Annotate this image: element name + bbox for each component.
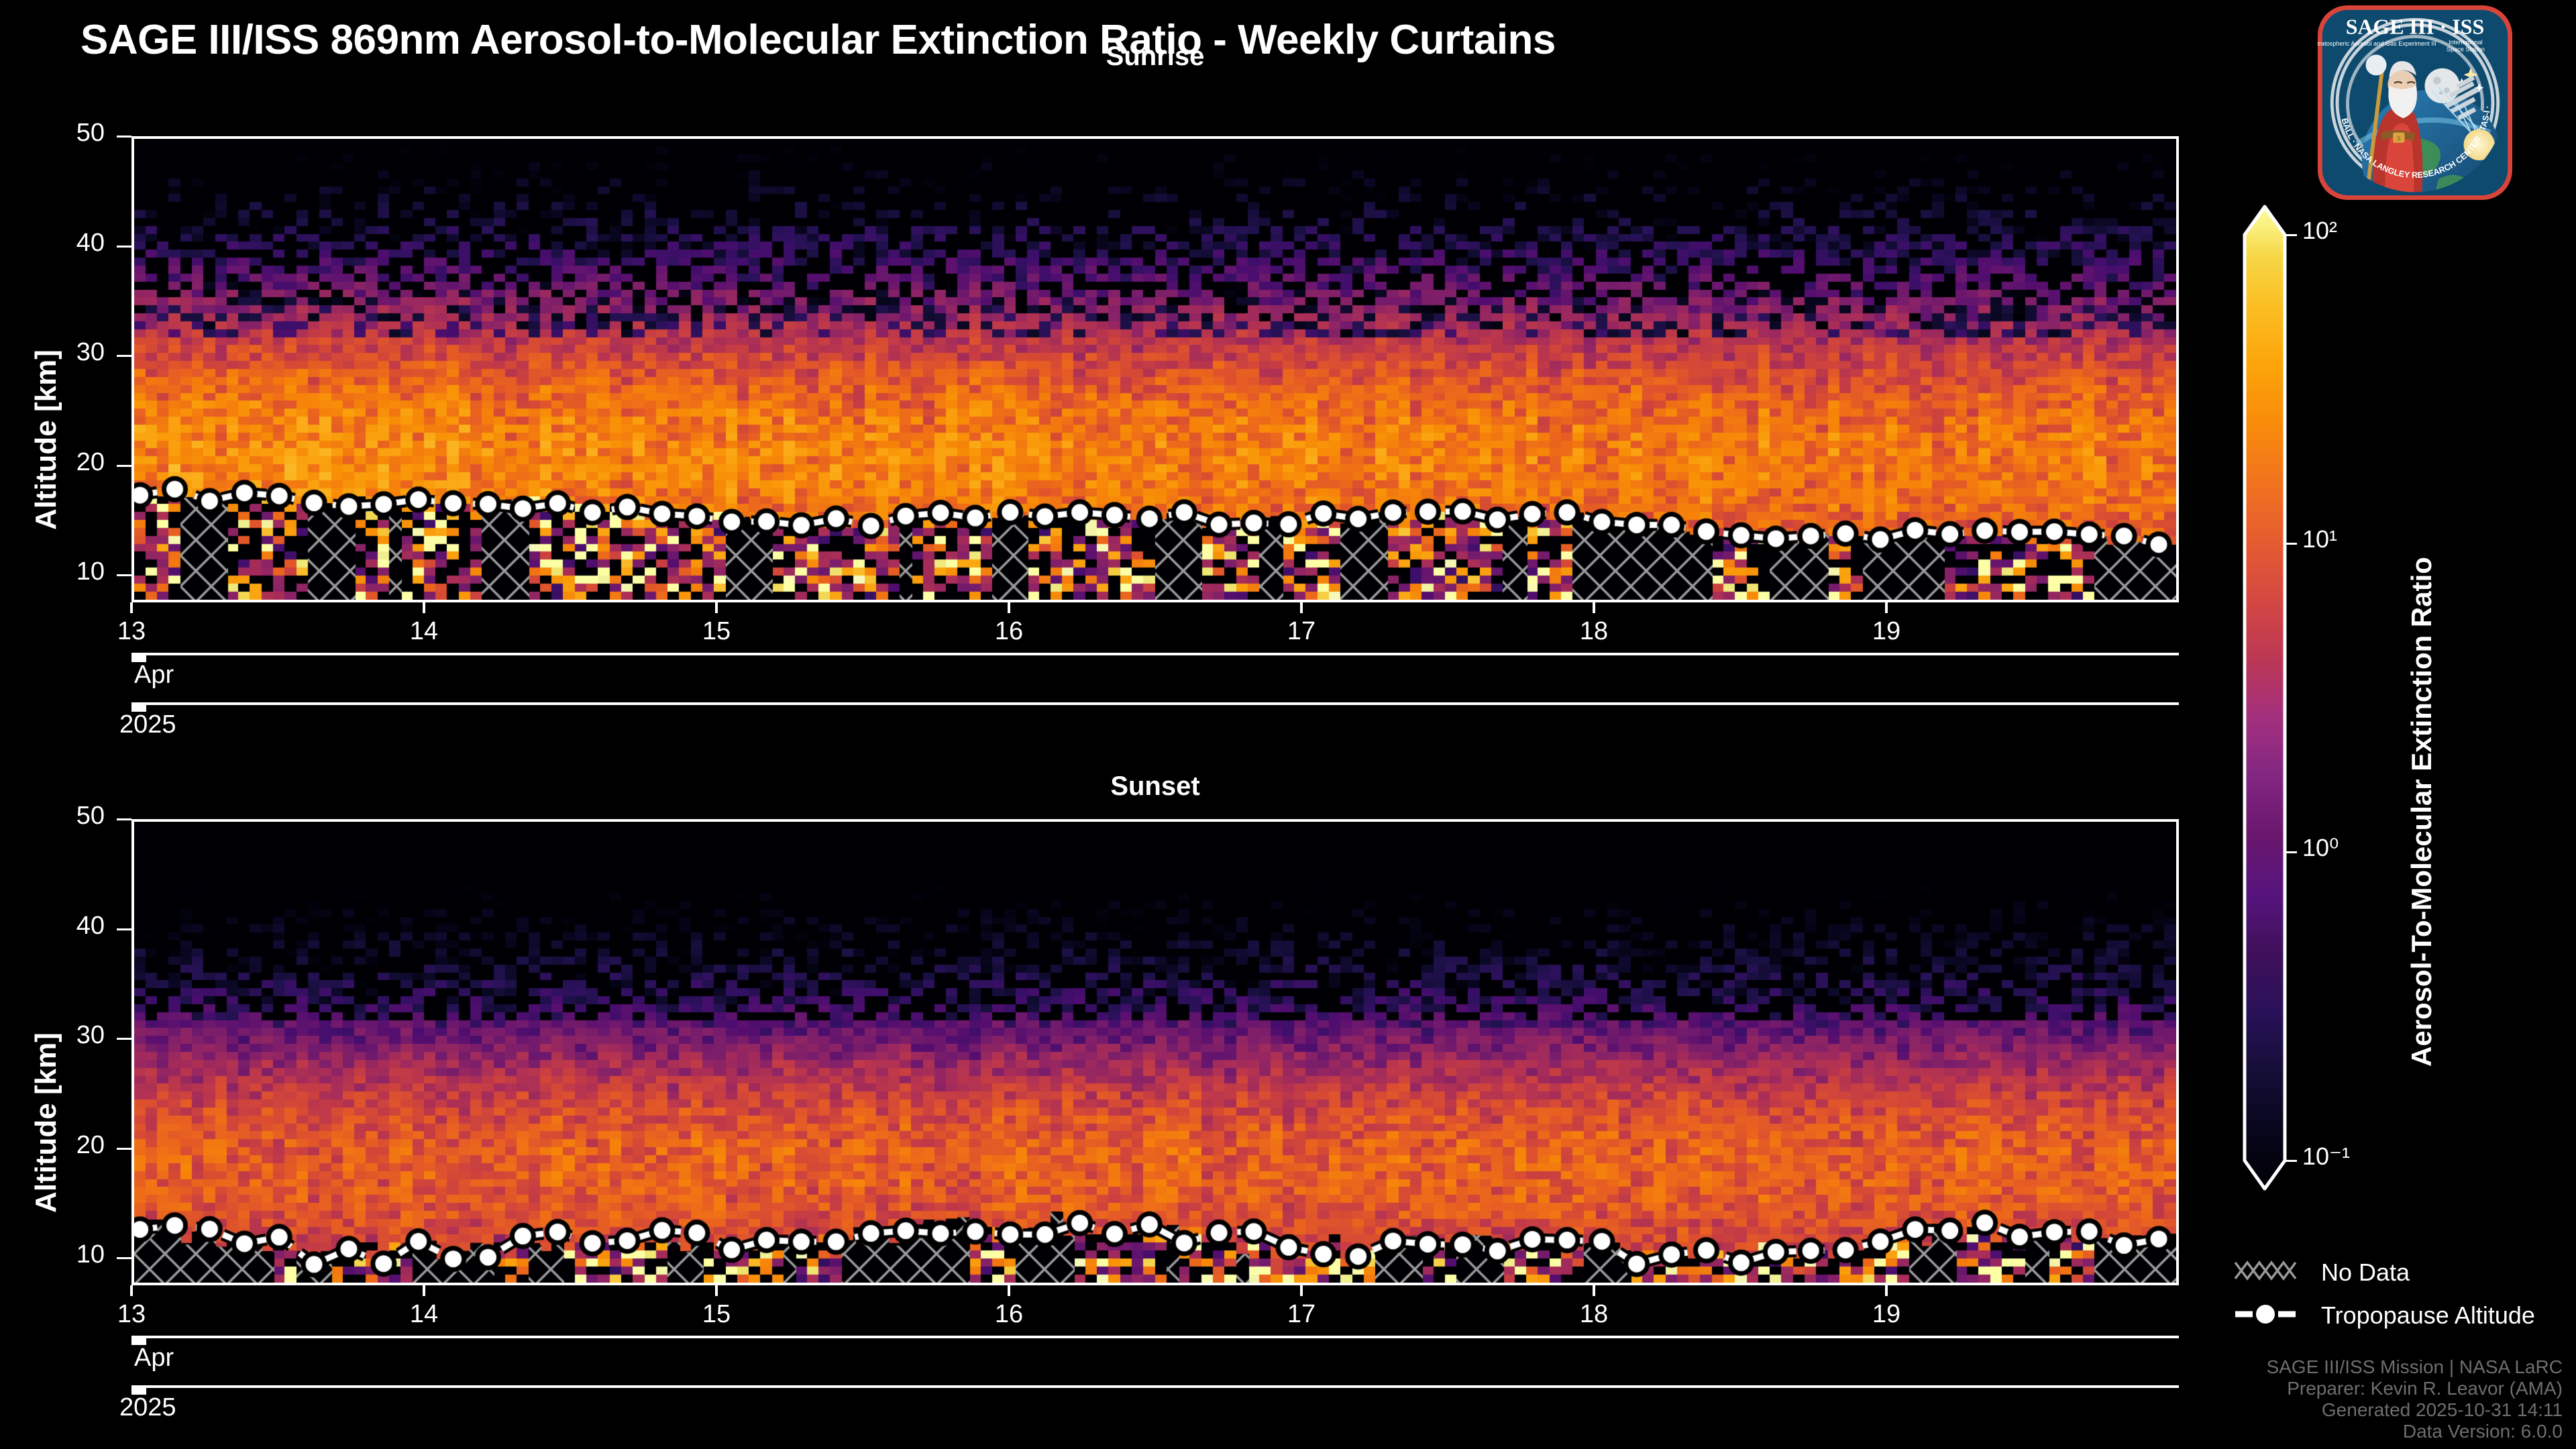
date-axis-rule-year-sunrise (131, 702, 2179, 705)
y-tick-mark (117, 355, 131, 358)
x-tick-label: 17 (1287, 617, 1316, 645)
date-axis-year-label-sunrise: 2025 (119, 710, 176, 739)
date-axis-rule-month-sunset (131, 1336, 2179, 1338)
tropopause-line-marker-icon (2235, 1303, 2296, 1325)
colorbar-tick-mark (2285, 542, 2297, 545)
y-tick-label: 10 (76, 557, 105, 586)
x-tick-label: 17 (1287, 1300, 1316, 1328)
footer-line: Data Version: 6.0.0 (2402, 1421, 2563, 1442)
mission-patch-svg: S BALL · NASA LANGLEY RESEARCH CENTER · … (2313, 0, 2512, 200)
x-tick-mark (130, 1285, 133, 1296)
x-tick-label: 13 (117, 617, 146, 645)
x-tick-mark (1300, 1285, 1303, 1296)
y-tick-label: 20 (76, 447, 105, 476)
y-axis-label-sunrise: Altitude [km] (30, 350, 62, 530)
date-axis-stub-year-sunrise (131, 702, 146, 712)
x-tick-mark (423, 1285, 425, 1296)
y-tick-mark (117, 1257, 131, 1260)
footer-line: Generated 2025-10-31 14:11 (2321, 1399, 2563, 1420)
date-axis-rule-month-sunrise (131, 653, 2179, 655)
legend-item-tropopause[interactable] (2234, 1299, 2308, 1333)
y-tick-label: 40 (76, 228, 105, 257)
no-data-hatch-icon (2234, 1260, 2297, 1281)
footer-credits: SAGE III/ISS Mission | NASA LaRC Preparer… (1771, 1356, 2563, 1442)
x-tick-mark (1593, 602, 1595, 613)
x-tick-mark (715, 1285, 718, 1296)
y-tick-mark (117, 136, 131, 138)
y-axis-label-sunset: Altitude [km] (30, 1032, 62, 1213)
colorbar-svg (2243, 205, 2287, 1191)
y-tick-label: 30 (76, 1021, 105, 1050)
x-tick-label: 19 (1872, 1300, 1901, 1328)
colorbar-gradient-body (2243, 205, 2287, 1191)
svg-text:International: International (2449, 39, 2482, 46)
date-axis-rule-year-sunset (131, 1385, 2179, 1388)
y-tick-mark (117, 818, 131, 820)
svg-text:SAGE III · ISS: SAGE III · ISS (2346, 15, 2485, 39)
x-tick-mark (715, 602, 718, 613)
x-tick-label: 16 (994, 1300, 1024, 1328)
date-axis-month-label-sunset: Apr (134, 1344, 174, 1372)
x-tick-label: 14 (409, 1300, 439, 1328)
y-tick-label: 50 (76, 119, 105, 147)
x-tick-mark (1300, 602, 1303, 613)
sage-iii-iss-mission-patch-logo: S BALL · NASA LANGLEY RESEARCH CENTER · … (2313, 0, 2512, 203)
x-tick-label: 18 (1579, 1300, 1609, 1328)
y-tick-label: 10 (76, 1240, 105, 1269)
date-axis-stub-month-sunset (131, 1336, 146, 1345)
x-tick-mark (130, 602, 133, 613)
x-tick-mark (1885, 1285, 1888, 1296)
colorbar-tick-mark (2285, 234, 2297, 236)
x-tick-mark (1008, 602, 1010, 613)
x-tick-mark (423, 602, 425, 613)
colorbar-label: Aerosol-To-Molecular Extinction Ratio (2406, 557, 2437, 1067)
legend-label-tropopause: Tropopause Altitude (2321, 1301, 2535, 1329)
colorbar-tick-mark (2285, 851, 2297, 854)
x-tick-mark (1008, 1285, 1010, 1296)
panel-title-sunset: Sunset (1110, 771, 1200, 801)
footer-line: SAGE III/ISS Mission | NASA LaRC (2266, 1356, 2563, 1377)
colorbar-tick-mark (2285, 1160, 2297, 1162)
x-tick-label: 15 (702, 1300, 731, 1328)
y-tick-label: 20 (76, 1130, 105, 1159)
y-tick-label: 40 (76, 911, 105, 940)
date-axis-stub-month-sunrise (131, 653, 146, 662)
x-tick-label: 16 (994, 617, 1024, 645)
heatmap-panel-sunset[interactable] (131, 819, 2179, 1285)
heatmap-canvas-sunrise (134, 139, 2176, 600)
colorbar[interactable] (2239, 195, 2333, 1204)
y-tick-mark (117, 245, 131, 248)
date-axis-year-label-sunset: 2025 (119, 1393, 176, 1421)
x-tick-label: 19 (1872, 617, 1901, 645)
x-tick-label: 18 (1579, 617, 1609, 645)
colorbar-tick-label: 10¹ (2302, 525, 2338, 553)
x-tick-mark (1593, 1285, 1595, 1296)
svg-text:Stratospheric Aerosol and Gas: Stratospheric Aerosol and Gas Experiment… (2318, 40, 2436, 47)
panel-title-sunrise: Sunrise (1106, 42, 1205, 71)
date-axis-stub-year-sunset (131, 1385, 146, 1395)
y-tick-label: 50 (76, 802, 105, 830)
y-tick-mark (117, 1147, 131, 1150)
y-tick-mark (117, 1038, 131, 1040)
heatmap-panel-sunrise[interactable] (131, 136, 2179, 602)
date-axis-month-label-sunrise: Apr (134, 661, 174, 689)
svg-text:S: S (2397, 136, 2401, 143)
page-title: SAGE III/ISS 869nm Aerosol-to-Molecular … (80, 17, 1556, 63)
colorbar-tick-label: 10² (2302, 217, 2338, 244)
y-tick-label: 30 (76, 338, 105, 367)
y-tick-mark (117, 928, 131, 930)
x-tick-mark (1885, 602, 1888, 613)
legend-item-no-data[interactable] (2234, 1256, 2308, 1290)
y-tick-mark (117, 464, 131, 467)
x-tick-label: 15 (702, 617, 731, 645)
svg-text:Space Station: Space Station (2447, 46, 2485, 53)
y-tick-mark (117, 574, 131, 577)
colorbar-tick-label: 10⁰ (2302, 834, 2339, 862)
legend-label-no-data: No Data (2321, 1258, 2410, 1286)
x-tick-label: 14 (409, 617, 439, 645)
colorbar-tick-label: 10⁻¹ (2302, 1142, 2351, 1170)
heatmap-canvas-sunset (134, 822, 2176, 1283)
footer-line: Preparer: Kevin R. Leavor (AMA) (2287, 1378, 2563, 1399)
x-tick-label: 13 (117, 1300, 146, 1328)
